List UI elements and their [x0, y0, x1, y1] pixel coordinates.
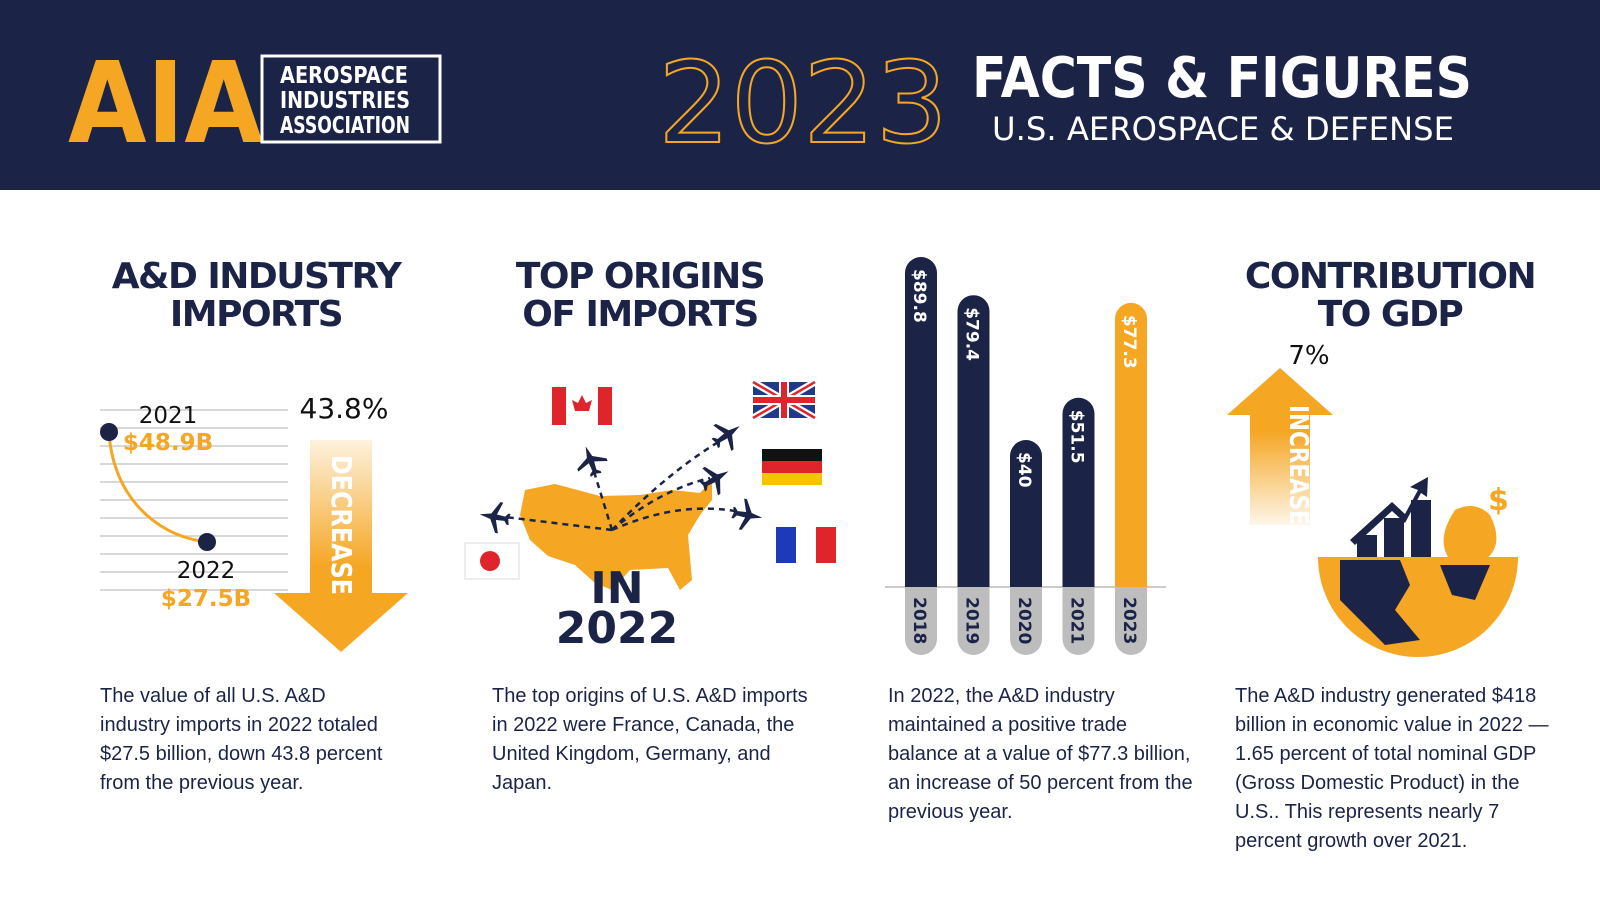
panel-text: The value of all U.S. A&D industry impor… [100, 685, 383, 794]
down-arrow [274, 440, 408, 652]
us-map [520, 480, 712, 590]
bar [957, 295, 990, 587]
globe-land [1340, 560, 1490, 645]
year-band [957, 567, 990, 655]
logo-box [260, 54, 442, 144]
map-label: 2022 [556, 603, 678, 654]
routes [504, 436, 741, 532]
value-label: $40 [1014, 452, 1034, 488]
year-band [905, 567, 937, 655]
year-band [1010, 567, 1042, 655]
trend-curve [107, 431, 208, 544]
point-value: $27.5B [161, 586, 251, 612]
change-value: 7% [1288, 341, 1329, 371]
section-title: TO GDP [1318, 294, 1463, 335]
map-label: IN [590, 563, 643, 614]
point-year: 2022 [177, 558, 236, 584]
direction-label: INCREASE [1283, 405, 1313, 525]
bar [1062, 397, 1095, 587]
panel-text: The A&D industry generated $418 billion … [1235, 685, 1549, 852]
logo-line: INDUSTRIES [280, 88, 410, 114]
point-value: $48.9B [123, 430, 213, 456]
section-title: CONTRIBUTION [1245, 256, 1535, 297]
x-tick-label: 2020 [1014, 597, 1034, 644]
section-title: OF IMPORTS [522, 294, 758, 335]
bar [1010, 440, 1042, 587]
panel-text: In 2022, the A&D industry maintained a p… [888, 685, 1193, 823]
x-tick-label: 2023 [1119, 597, 1139, 644]
svg-text:$: $ [1488, 483, 1509, 518]
bar [1115, 302, 1147, 587]
value-label: $79.4 [962, 307, 982, 361]
up-arrow [1227, 368, 1333, 525]
section-title: A&D INDUSTRY [112, 256, 403, 297]
point-year: 2021 [139, 403, 198, 429]
header-subtitle: U.S. AEROSPACE & DEFENSE [992, 110, 1454, 148]
flags [464, 378, 836, 580]
value-label: $89.8 [909, 269, 929, 323]
x-tick-label: 2018 [909, 597, 929, 644]
header-year: 2023 [658, 39, 948, 169]
value-label: $51.5 [1067, 410, 1087, 464]
header-band [0, 0, 1600, 190]
change-value: 43.8% [300, 392, 389, 425]
x-tick-label: 2019 [962, 597, 982, 644]
logo-letters: AIA [68, 39, 263, 169]
direction-label: DECREASE [325, 455, 358, 595]
year-band [1115, 567, 1147, 655]
section-title: IMPORTS [170, 294, 342, 335]
point-dot [198, 533, 216, 551]
header-title: FACTS & FIGURES [972, 46, 1472, 111]
point-dot [100, 423, 118, 441]
decor-lines [100, 409, 288, 591]
bar-chart: $89.8 2018 $79.4 2019 $40 2020 $51.5 2021 $77.3 2… [905, 257, 1147, 655]
section-title: TOP ORIGINS [516, 256, 764, 297]
value-label: $77.3 [1119, 315, 1139, 369]
logo-line: ASSOCIATION [280, 113, 410, 139]
logo-line: AEROSPACE [280, 63, 408, 89]
x-tick-label: 2021 [1067, 597, 1087, 644]
year-band [1062, 567, 1095, 655]
growth-icon: $ [1350, 477, 1509, 560]
panel-text: The top origins of U.S. A&D imports in 2… [492, 685, 808, 794]
bar [905, 257, 937, 587]
